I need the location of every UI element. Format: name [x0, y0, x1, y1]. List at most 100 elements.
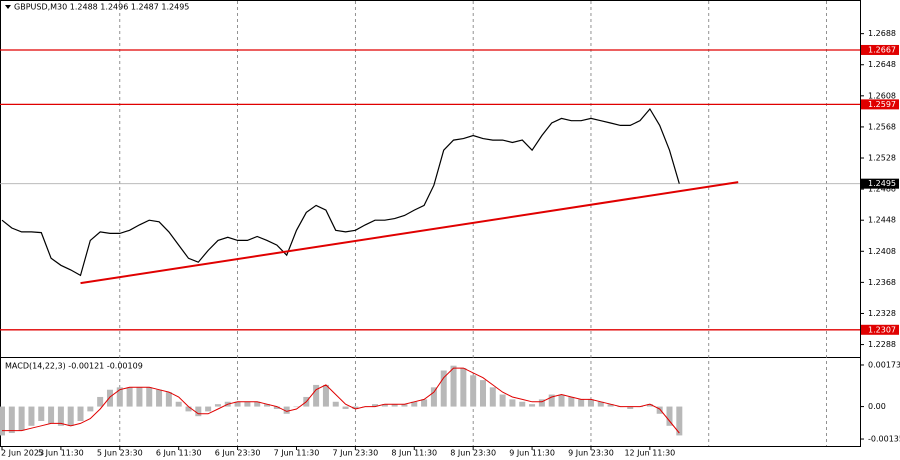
macd-bar	[146, 387, 153, 407]
y-tick-label: 1.2648	[868, 60, 896, 69]
y-tick-label: 1.2528	[868, 154, 896, 163]
macd-bar	[568, 396, 575, 407]
x-tick-label: 8 Jun 23:30	[450, 449, 496, 458]
y-tick-label: 1.2448	[868, 216, 896, 225]
macd-bar	[136, 387, 143, 407]
current-price-label: 1.2495	[868, 179, 896, 188]
macd-bar	[411, 401, 418, 407]
macd-bar	[421, 399, 428, 407]
macd-bar	[244, 401, 251, 407]
macd-bar	[97, 396, 104, 407]
macd-bar	[293, 406, 300, 408]
current-price-box	[861, 178, 899, 189]
macd-bar	[538, 399, 545, 407]
macd-bar	[175, 401, 182, 407]
macd-bar	[430, 387, 437, 407]
macd-bar	[401, 404, 408, 407]
level-label-box	[861, 99, 899, 110]
level-label: 1.2307	[868, 325, 896, 334]
macd-bar	[254, 401, 261, 407]
macd-bar	[450, 365, 457, 407]
macd-bar	[234, 401, 241, 407]
plot-frame	[0, 0, 861, 447]
y-tick-label: 1.2608	[868, 91, 896, 100]
x-tick-label: 5 Jun 11:30	[38, 449, 84, 458]
x-tick-label: 5 Jun 23:30	[97, 449, 143, 458]
macd-bar	[18, 406, 25, 431]
level-label-box	[861, 44, 899, 55]
macd-bar	[185, 406, 192, 412]
signal-line	[2, 367, 680, 434]
x-tick-label: 9 Jun 11:30	[509, 449, 555, 458]
chart-title: GBPUSD,M30 1.2488 1.2496 1.2487 1.2495	[14, 3, 189, 12]
level-label-box	[861, 324, 899, 335]
macd-bar	[489, 387, 496, 407]
macd-bar	[578, 399, 585, 407]
x-tick-label: 2 Jun 2023	[1, 449, 44, 458]
x-tick-label: 6 Jun 11:30	[156, 449, 202, 458]
x-tick-label: 12 Jun 11:30	[624, 449, 675, 458]
macd-bar	[587, 399, 594, 407]
macd-bar	[391, 404, 398, 407]
macd-bar	[509, 399, 516, 407]
macd-bar	[126, 387, 133, 407]
x-tick-label: 7 Jun 23:30	[333, 449, 379, 458]
macd-bar	[322, 384, 329, 407]
y-tick-label: 1.2328	[868, 309, 896, 318]
y-tick-label: 1.2368	[868, 278, 896, 287]
level-label: 1.2597	[868, 100, 896, 109]
macd-bar	[0, 406, 5, 436]
y-tick-label: 0.00	[868, 402, 886, 411]
macd-bar	[352, 406, 359, 409]
macd-bar	[548, 394, 555, 407]
macd-bar	[440, 370, 447, 407]
macd-bar	[499, 394, 506, 407]
macd-bar	[313, 384, 320, 407]
macd-bar	[106, 389, 113, 407]
macd-bar	[332, 401, 339, 407]
macd-bar	[656, 406, 663, 414]
macd-bar	[381, 404, 388, 407]
x-tick-label: 9 Jun 23:30	[568, 449, 614, 458]
macd-bar	[479, 380, 486, 407]
menu-icon	[5, 5, 11, 9]
trend-line	[80, 181, 739, 285]
y-tick-label: 1.2288	[868, 340, 896, 349]
macd-bar	[8, 406, 15, 434]
macd-bar	[342, 406, 349, 409]
macd-bar	[519, 401, 526, 407]
macd-bar	[195, 406, 202, 417]
macd-bar	[372, 404, 379, 407]
y-tick-label: 0.00173	[868, 360, 900, 369]
y-tick-label: 1.2488	[868, 185, 896, 194]
macd-bar	[214, 404, 221, 407]
macd-bar	[77, 406, 84, 421]
price-line	[1, 107, 680, 277]
macd-bar	[48, 406, 55, 424]
macd-bar	[67, 406, 74, 426]
macd-bar	[57, 406, 64, 426]
macd-bar	[607, 404, 614, 407]
macd-bar	[28, 406, 35, 426]
x-tick-label: 6 Jun 23:30	[215, 449, 261, 458]
macd-bar	[156, 389, 163, 407]
macd-bar	[558, 394, 565, 407]
macd-bar	[460, 368, 467, 407]
level-label: 1.2667	[868, 45, 896, 54]
x-tick-label: 8 Jun 11:30	[391, 449, 437, 458]
y-tick-label: 1.2688	[868, 29, 896, 38]
macd-bar	[264, 404, 271, 407]
macd-bar	[529, 404, 536, 407]
macd-bar	[273, 406, 280, 409]
y-tick-label: 1.2408	[868, 247, 896, 256]
macd-bar	[627, 406, 634, 409]
macd-title: MACD(14,22,3) -0.00121 -0.00109	[5, 362, 143, 371]
macd-bar	[666, 406, 673, 426]
y-tick-label: 1.2568	[868, 122, 896, 131]
macd-bar	[646, 404, 653, 407]
macd-bar	[283, 406, 290, 414]
macd-bar	[116, 387, 123, 407]
macd-bar	[470, 375, 477, 407]
